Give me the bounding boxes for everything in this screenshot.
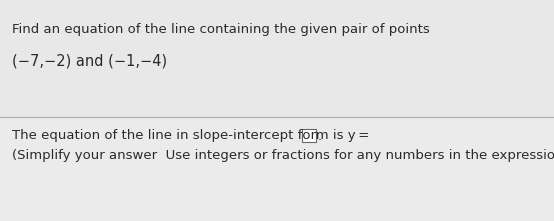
Text: (Simplify your answer  Use integers or fractions for any numbers in the expressi: (Simplify your answer Use integers or fr… [12,149,554,162]
Text: .: . [318,130,322,143]
Bar [302,129,316,142]
Bar [0,117,554,221]
Text: Find an equation of the line containing the given pair of points: Find an equation of the line containing … [12,23,430,36]
Bar [0,0,554,117]
Text: (−7,−2) and (−1,−4): (−7,−2) and (−1,−4) [12,53,167,69]
Text: The equation of the line in slope-intercept form is y =: The equation of the line in slope-interc… [12,130,370,143]
